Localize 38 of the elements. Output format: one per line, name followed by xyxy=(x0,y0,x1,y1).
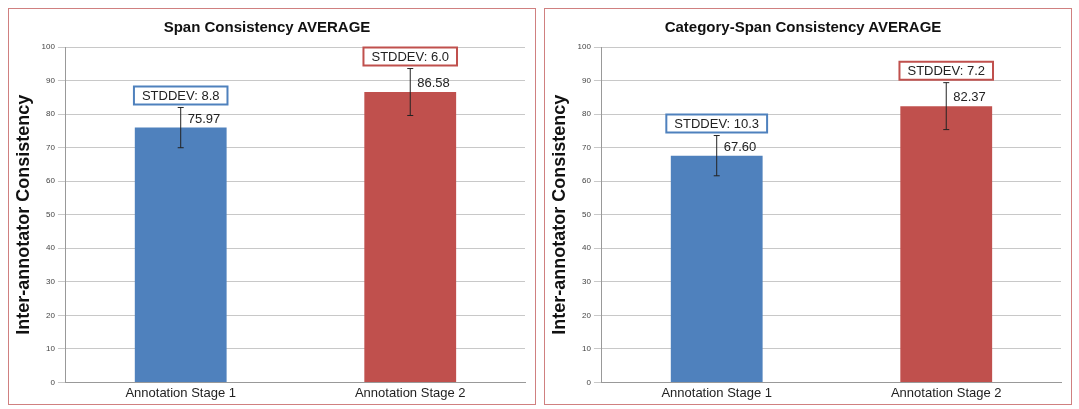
data-label: 86.58 xyxy=(417,75,450,91)
y-tick-label: 80 xyxy=(46,109,56,119)
y-tick-label: 40 xyxy=(46,243,56,253)
x-tick-label: Annotation Stage 2 xyxy=(890,384,1002,400)
x-tick-label: Annotation Stage 1 xyxy=(661,384,773,400)
annotation: STDDEV: 7.2 xyxy=(907,63,986,79)
y-tick-label: 70 xyxy=(582,142,592,152)
y-tick-label: 50 xyxy=(46,209,56,219)
y-tick-label: 20 xyxy=(582,310,592,320)
chart-title: Span Consistency AVERAGE xyxy=(163,18,371,36)
annotation: STDDEV: 8.8 xyxy=(141,88,220,104)
y-tick-label: 30 xyxy=(46,276,56,286)
x-tick-label: Annotation Stage 1 xyxy=(125,384,237,400)
y-tick-label: 10 xyxy=(582,344,592,354)
data-label: 82.37 xyxy=(953,89,986,105)
y-tick-label: 30 xyxy=(582,276,592,286)
y-tick-label: 90 xyxy=(46,75,56,85)
chart-title: Category-Span Consistency AVERAGE xyxy=(664,18,942,36)
y-tick-label: 80 xyxy=(582,109,592,119)
data-label: 75.97 xyxy=(187,110,221,126)
y-axis-title: Inter-annotator Consistency xyxy=(12,94,33,335)
y-tick-label: 100 xyxy=(577,42,592,52)
y-tick-label: 0 xyxy=(586,377,592,387)
y-tick-label: 20 xyxy=(46,310,56,320)
y-axis-title: Inter-annotator Consistency xyxy=(548,94,569,335)
y-tick-label: 40 xyxy=(582,243,592,253)
x-tick-label: Annotation Stage 2 xyxy=(354,384,466,400)
y-tick-label: 90 xyxy=(582,75,592,85)
y-tick-label: 60 xyxy=(46,176,56,186)
annotation: STDDEV: 10.3 xyxy=(674,116,760,132)
y-tick-label: 70 xyxy=(46,142,56,152)
y-tick-label: 60 xyxy=(582,176,592,186)
y-tick-label: 10 xyxy=(46,344,56,354)
y-tick-label: 50 xyxy=(582,209,592,219)
data-label: 67.60 xyxy=(723,138,757,154)
y-tick-label: 100 xyxy=(41,42,56,52)
annotation: STDDEV: 6.0 xyxy=(371,49,450,65)
y-tick-label: 0 xyxy=(50,377,56,387)
